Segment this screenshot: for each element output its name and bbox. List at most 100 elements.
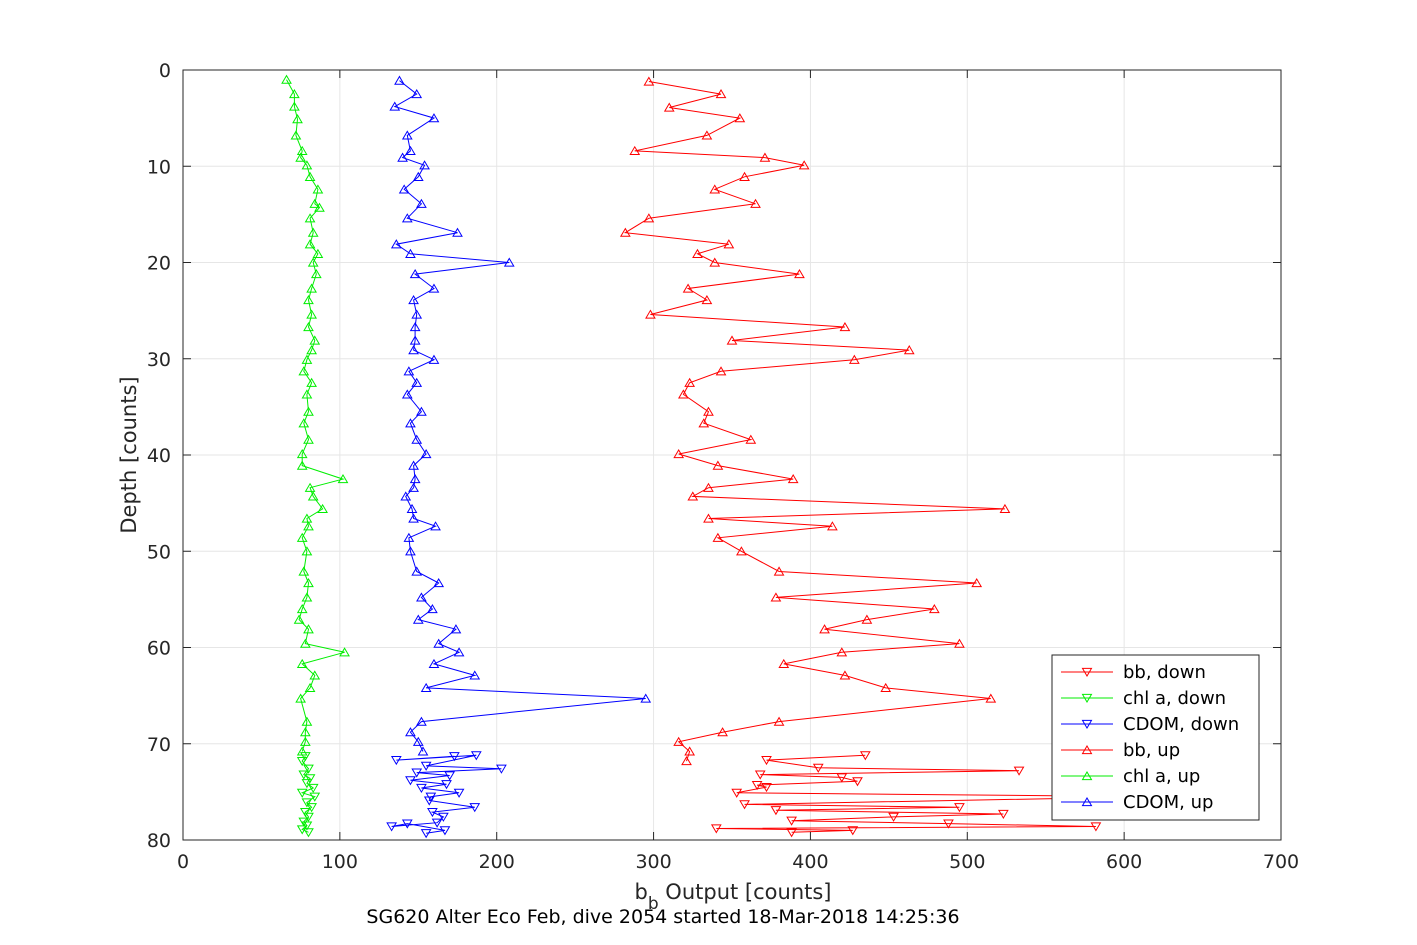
- data-point-marker: [309, 335, 321, 345]
- series-line: [286, 79, 345, 752]
- data-point-marker: [761, 782, 772, 793]
- data-point-marker: [715, 89, 727, 99]
- series-line: [623, 81, 1005, 762]
- data-point-marker: [441, 780, 452, 790]
- data-point-marker: [715, 366, 727, 376]
- data-point-marker: [405, 776, 416, 786]
- data-point-marker: [301, 160, 313, 170]
- data-point-marker: [411, 434, 423, 444]
- data-point-marker: [416, 406, 427, 416]
- data-point-marker: [819, 624, 830, 634]
- data-point-marker: [448, 752, 460, 762]
- data-point-marker: [408, 513, 419, 523]
- data-point-marker: [839, 670, 851, 680]
- legend-entry: bb, up: [1061, 740, 1180, 761]
- data-point-marker: [309, 198, 321, 208]
- data-point-marker: [954, 638, 965, 648]
- data-point-marker: [453, 788, 465, 798]
- data-point-marker: [770, 592, 782, 602]
- data-point-marker: [701, 130, 713, 140]
- legend-marker: [1081, 719, 1093, 730]
- data-point-marker: [304, 682, 316, 693]
- data-point-marker: [296, 788, 308, 798]
- series-cdom-up: [389, 75, 652, 756]
- data-point-marker: [303, 406, 314, 416]
- data-point-marker: [296, 145, 308, 155]
- data-point-marker: [408, 345, 419, 355]
- data-point-marker: [852, 777, 863, 787]
- data-point-marker: [701, 295, 713, 305]
- data-point-marker: [303, 812, 314, 822]
- data-point-marker: [420, 449, 432, 459]
- data-point-marker: [306, 283, 317, 293]
- data-point-marker: [709, 257, 721, 267]
- data-point-marker: [408, 460, 419, 470]
- x-tick-label: 700: [1263, 851, 1299, 873]
- data-point-marker: [428, 354, 440, 364]
- data-point-marker: [405, 248, 416, 258]
- data-point-marker: [405, 418, 416, 428]
- data-point-marker: [427, 603, 438, 614]
- data-point-marker: [314, 202, 325, 212]
- data-point-marker: [303, 764, 314, 774]
- legend-entry: chl a, down: [1061, 688, 1226, 709]
- data-point-marker: [298, 366, 310, 376]
- grid: [183, 70, 1281, 840]
- y-tick-label: 50: [147, 541, 171, 563]
- data-point-marker: [416, 198, 427, 208]
- data-point-marker: [726, 335, 738, 345]
- data-point-marker: [692, 248, 703, 258]
- data-point-marker: [298, 418, 310, 428]
- data-point-marker: [428, 658, 440, 668]
- data-point-marker: [723, 239, 735, 249]
- data-point-marker: [703, 482, 714, 492]
- data-point-marker: [401, 819, 413, 829]
- legend-entry: bb, down: [1061, 662, 1206, 683]
- x-tick-label: 400: [792, 851, 828, 873]
- data-point-marker: [827, 521, 838, 531]
- x-tick-label: 300: [635, 851, 671, 873]
- data-point-marker: [299, 727, 311, 737]
- ticks: 0 100 200 300 400 500 600 700 0 10 20 30 40 50 60 70 80: [147, 60, 1299, 873]
- data-point-marker: [431, 818, 443, 828]
- data-point-marker: [985, 693, 997, 703]
- data-point-marker: [303, 295, 314, 305]
- data-point-marker: [412, 171, 424, 181]
- data-point-marker: [643, 76, 655, 86]
- x-tick-label: 200: [479, 851, 515, 873]
- data-point-marker: [629, 145, 641, 155]
- y-tick-label: 20: [147, 253, 171, 275]
- data-point-marker: [408, 482, 419, 492]
- data-point-marker: [734, 113, 746, 123]
- data-point-marker: [709, 184, 721, 194]
- data-point-marker: [1013, 766, 1025, 776]
- data-point-marker: [304, 774, 316, 784]
- data-point-marker: [292, 114, 303, 124]
- data-point-marker: [712, 460, 724, 470]
- data-point-marker: [428, 113, 440, 123]
- data-point-marker: [400, 491, 412, 501]
- data-point-marker: [304, 239, 316, 249]
- data-point-marker: [717, 727, 728, 737]
- legend-label: chl a, up: [1123, 766, 1200, 787]
- data-point-marker: [288, 89, 300, 99]
- data-point-marker: [296, 658, 308, 668]
- data-point-marker: [386, 822, 397, 832]
- dive-caption: SG620 Alter Eco Feb, dive 2054 started 1…: [366, 906, 959, 928]
- data-point-marker: [301, 716, 313, 726]
- data-point-marker: [703, 513, 714, 523]
- data-point-marker: [281, 74, 292, 84]
- data-point-marker: [301, 798, 313, 808]
- legend-marker: [1081, 744, 1093, 755]
- data-point-marker: [409, 321, 421, 332]
- data-point-marker: [309, 792, 321, 802]
- data-point-marker: [299, 807, 311, 818]
- data-point-marker: [943, 819, 954, 829]
- data-point-marker: [420, 829, 432, 839]
- legend-marker: [1081, 667, 1093, 678]
- data-point-marker: [786, 828, 797, 838]
- data-point-marker: [307, 491, 319, 501]
- legend-marker: [1081, 770, 1093, 781]
- legend-label: bb, up: [1123, 740, 1180, 761]
